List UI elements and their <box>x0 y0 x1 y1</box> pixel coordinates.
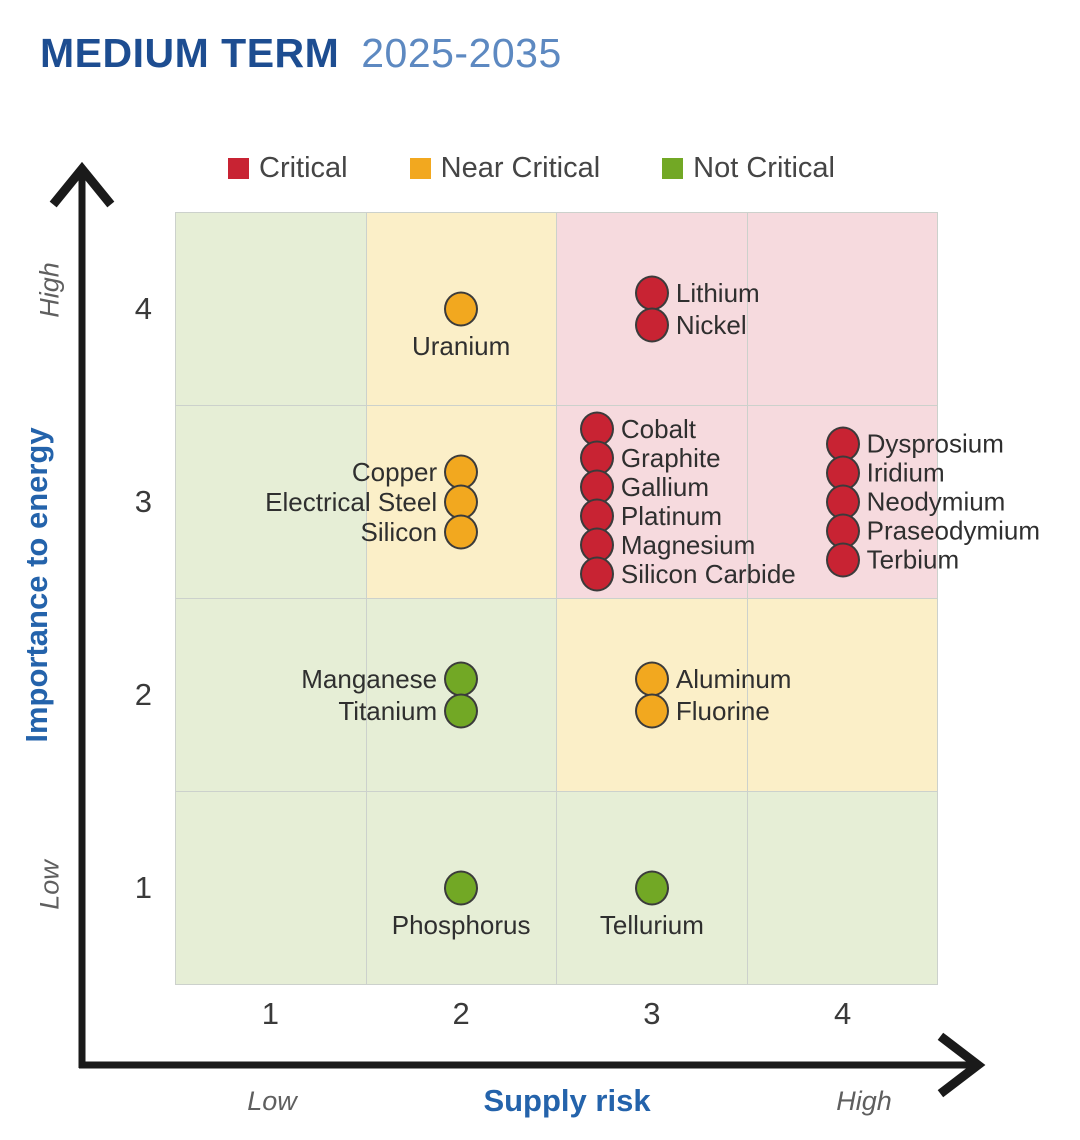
data-point-label: Manganese Titanium <box>301 663 437 727</box>
data-point-label-line: Silicon <box>360 516 438 547</box>
data-point-label-line: Platinum <box>620 500 723 531</box>
data-point-dot-silicon <box>444 514 479 550</box>
grid-cell-r4-c1-green <box>176 213 366 405</box>
data-point-label: Copper Electrical Steel Silicon <box>265 457 437 547</box>
data-point-label-line: Fluorine <box>675 696 770 727</box>
legend-swatch-not_critical <box>662 158 684 179</box>
y-axis-low-label: Low <box>34 860 65 910</box>
legend-swatch-critical <box>228 158 249 179</box>
data-point-label-line: Iridium <box>866 457 945 488</box>
y-axis-high-label: High <box>34 262 65 318</box>
y-tick-2: 2 <box>134 677 152 713</box>
data-point-dot-nickel <box>634 307 669 343</box>
data-point-label-line: Electrical Steel <box>265 486 438 517</box>
data-point-label-line: Graphite <box>620 442 721 473</box>
data-point-dot-aluminum <box>634 661 669 697</box>
y-tick-3: 3 <box>134 483 152 519</box>
data-point-label-line: Titanium <box>338 696 438 727</box>
data-point-label-line: Copper <box>351 456 438 487</box>
legend-label: Near Critical <box>440 152 601 184</box>
data-point-dot-phosphorus <box>444 870 479 906</box>
x-axis-low-label: Low <box>247 1086 297 1116</box>
grid-cell-r2-c1-green <box>176 599 366 791</box>
data-point-dot-fluorine <box>634 693 669 729</box>
y-tick-1: 1 <box>134 870 152 906</box>
grid-cell-r4-c4-pink <box>747 213 937 405</box>
data-point-label-line: Praseodymium <box>866 515 1041 546</box>
data-point-label: Dysprosium Iridium Neodymium Praseodymium Te… <box>867 429 1040 574</box>
data-point-dot-lithium <box>634 275 669 311</box>
data-point-label-line: Terbium <box>866 544 960 575</box>
x-tick-2: 2 <box>452 996 470 1031</box>
title-years: 2025-2035 <box>361 30 562 76</box>
data-point-label-line: Dysprosium <box>866 428 1004 459</box>
legend-item-not_critical: Not Critical <box>662 152 835 185</box>
grid-cell-r1-c1-green <box>176 792 366 984</box>
legend-swatch-near_critical <box>409 158 431 179</box>
data-point-label: Tellurium <box>599 910 704 941</box>
legend: Critical Near Critical Not Critical <box>228 152 835 185</box>
data-point-dot-titanium <box>444 693 479 729</box>
data-point-label: Uranium <box>412 330 511 361</box>
x-axis-title: Supply risk <box>483 1083 651 1118</box>
y-axis-title: Importance to energy <box>19 427 54 743</box>
data-point-label: Aluminum Fluorine <box>676 663 792 727</box>
data-point-dot-terbium <box>825 542 860 578</box>
legend-item-critical: Critical <box>228 152 348 185</box>
data-point-label-line: Cobalt <box>620 413 697 444</box>
data-point-label-line: Magnesium <box>620 529 756 560</box>
x-axis-high-label: High <box>836 1086 892 1116</box>
data-point-label-line: Nickel <box>675 309 747 340</box>
grid-cell-r2-c4-yellow <box>747 599 937 791</box>
x-tick-1: 1 <box>261 996 279 1031</box>
data-point-label-line: Gallium <box>620 471 710 502</box>
data-point-label-line: Neodymium <box>866 486 1006 517</box>
legend-label: Critical <box>259 152 348 184</box>
page-title: MEDIUM TERM 2025-2035 <box>40 30 562 77</box>
grid-cell-r1-c4-green <box>747 792 937 984</box>
data-point-dot-manganese <box>444 661 479 697</box>
data-point-label-line: Manganese <box>301 664 438 695</box>
data-point-dot-uranium <box>444 291 479 327</box>
data-point-label-line: Silicon Carbide <box>620 558 796 589</box>
data-point-dot-copper <box>444 454 479 490</box>
data-point-label-line: Lithium <box>675 277 760 308</box>
data-point-dot-silicon-carbide <box>579 556 614 592</box>
y-tick-4: 4 <box>134 290 152 326</box>
data-point-label: Phosphorus <box>391 910 531 941</box>
data-point-label-line: Aluminum <box>675 664 792 695</box>
title-term: MEDIUM TERM <box>40 30 340 76</box>
grid-cell-r3-c1-green <box>176 406 366 598</box>
legend-label: Not Critical <box>693 152 835 184</box>
x-tick-3: 3 <box>643 996 661 1031</box>
legend-item-near_critical: Near Critical <box>409 152 601 185</box>
data-point-dot-tellurium <box>634 870 669 906</box>
data-point-label: Cobalt Graphite Gallium Platinum Magnesium Si… <box>620 413 796 589</box>
x-tick-4: 4 <box>834 996 852 1031</box>
data-point-label: Lithium Nickel <box>676 277 760 341</box>
